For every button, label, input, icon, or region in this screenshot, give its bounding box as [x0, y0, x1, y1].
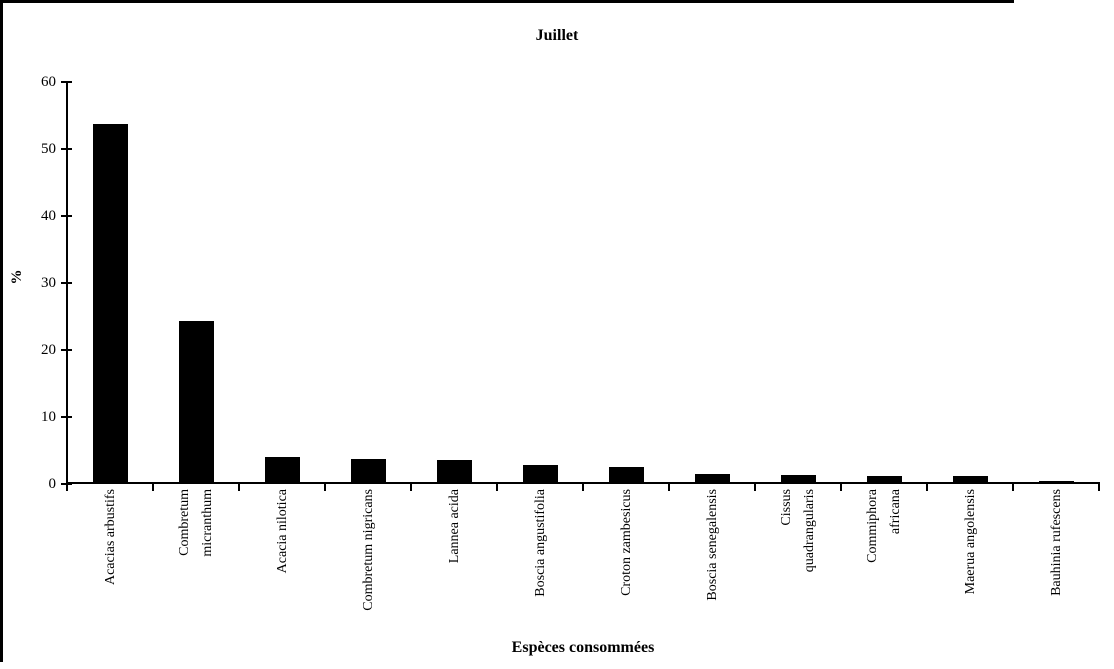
category-label: Commiphora africana	[865, 489, 903, 563]
category-label: Bauhinia rufescens	[1048, 489, 1064, 596]
x-tick-mark	[668, 482, 670, 491]
chart-title: Juillet	[535, 27, 579, 44]
x-tick-mark	[324, 482, 326, 491]
x-tick-mark	[496, 482, 498, 491]
category-label: Lannea acida	[446, 489, 462, 564]
category-label: Cissus quadrangularis	[779, 489, 817, 573]
category-label: Acacias arbustifs	[102, 489, 118, 586]
y-tick-label: 60	[41, 73, 56, 90]
category-label: Maerua angolensis	[962, 489, 978, 595]
y-tick-label: 30	[41, 274, 56, 291]
x-axis-title: Espèces consommées	[511, 639, 655, 656]
bar	[92, 123, 128, 484]
x-tick-mark	[66, 482, 68, 491]
x-tick-mark	[1098, 482, 1100, 491]
frame-border-top	[0, 0, 1014, 3]
bar	[178, 321, 214, 484]
y-tick-label: 10	[41, 408, 56, 425]
bar	[866, 476, 902, 484]
y-tick-label: 50	[41, 140, 56, 157]
bar	[608, 466, 644, 484]
y-tick-mark	[61, 281, 72, 284]
x-tick-mark	[754, 482, 756, 491]
category-label: Combretum micranthum	[177, 489, 215, 557]
category-label: Boscia angustifolia	[532, 489, 548, 597]
y-tick-label: 0	[48, 475, 57, 492]
category-label: Boscia senegalensis	[704, 489, 720, 601]
y-tick-label: 40	[41, 207, 56, 224]
x-tick-mark	[152, 482, 154, 491]
y-tick-mark	[61, 214, 72, 217]
bar	[1038, 481, 1074, 484]
y-tick-mark	[61, 348, 72, 351]
y-tick-mark	[61, 80, 72, 83]
category-label: Croton zambesicus	[618, 489, 634, 596]
bar	[522, 464, 558, 484]
y-tick-mark	[61, 415, 72, 418]
bar	[780, 475, 816, 484]
category-label: Combretum nigricans	[360, 489, 376, 611]
bar	[436, 460, 472, 484]
x-tick-mark	[238, 482, 240, 491]
x-tick-mark	[1012, 482, 1014, 491]
x-tick-mark	[582, 482, 584, 491]
y-tick-mark	[61, 147, 72, 150]
bar	[264, 456, 300, 484]
x-tick-mark	[926, 482, 928, 491]
bar	[694, 474, 730, 484]
bar	[350, 458, 386, 484]
category-label: Acacia nilotica	[274, 489, 290, 574]
y-tick-label: 20	[41, 341, 56, 358]
frame-border-left	[0, 0, 3, 662]
x-tick-mark	[840, 482, 842, 491]
bar	[952, 476, 988, 484]
x-tick-mark	[410, 482, 412, 491]
